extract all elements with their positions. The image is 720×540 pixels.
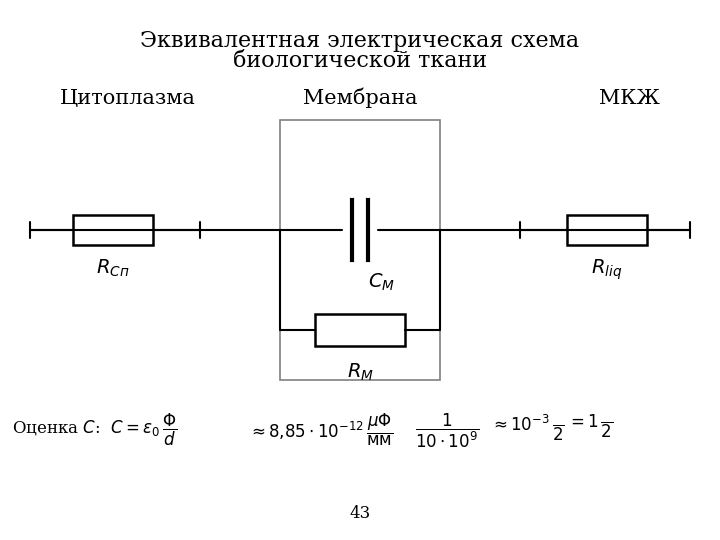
Text: Мембрана: Мембрана bbox=[302, 87, 418, 108]
Text: $\approx 8{,}85 \cdot 10^{-12}\,\dfrac{\mu\Phi}{\text{мм}}$: $\approx 8{,}85 \cdot 10^{-12}\,\dfrac{\… bbox=[248, 412, 393, 448]
Text: $= 1\,\dfrac{\,}{2}$: $= 1\,\dfrac{\,}{2}$ bbox=[567, 412, 613, 440]
Text: Цитоплазма: Цитоплазма bbox=[60, 89, 196, 108]
Text: Оценка $C$:  $C = \varepsilon_0\,\dfrac{\Phi}{d}$: Оценка $C$: $C = \varepsilon_0\,\dfrac{\… bbox=[12, 412, 177, 448]
FancyBboxPatch shape bbox=[280, 120, 440, 380]
Text: $R_{M}$: $R_{M}$ bbox=[346, 362, 374, 383]
FancyBboxPatch shape bbox=[315, 314, 405, 346]
Text: 43: 43 bbox=[349, 505, 371, 522]
FancyBboxPatch shape bbox=[567, 215, 647, 245]
Text: МКЖ: МКЖ bbox=[599, 89, 660, 108]
Text: $\dfrac{1}{10 \cdot 10^{9}}$: $\dfrac{1}{10 \cdot 10^{9}}$ bbox=[415, 412, 479, 450]
Text: $R_{liq}$: $R_{liq}$ bbox=[591, 258, 623, 282]
Text: биологической ткани: биологической ткани bbox=[233, 50, 487, 72]
Text: $R_{Cп}$: $R_{Cп}$ bbox=[96, 258, 130, 279]
FancyBboxPatch shape bbox=[73, 215, 153, 245]
Text: $C_{M}$: $C_{M}$ bbox=[368, 272, 395, 293]
Text: Эквивалентная электрическая схема: Эквивалентная электрическая схема bbox=[140, 30, 580, 52]
Text: $\approx 10^{-3}\,\dfrac{\,}{2}$: $\approx 10^{-3}\,\dfrac{\,}{2}$ bbox=[490, 412, 564, 443]
